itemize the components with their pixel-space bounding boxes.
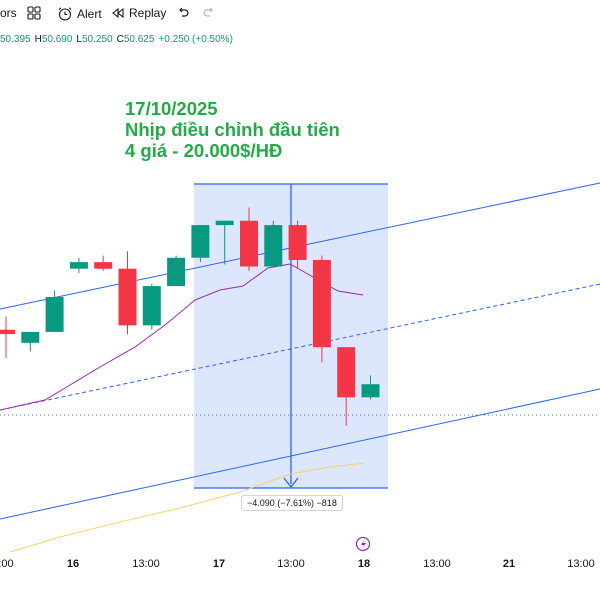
annotation-line-2: Nhịp điều chỉnh đầu tiên: [125, 119, 340, 140]
redo-button[interactable]: [202, 6, 216, 20]
candle-body[interactable]: [215, 220, 234, 226]
ohlc-high: 50.690: [41, 34, 73, 45]
indicators-button[interactable]: ors: [0, 6, 17, 20]
candle-body[interactable]: [69, 262, 88, 269]
time-axis-label: 17: [212, 558, 226, 570]
time-axis-label: 18: [357, 558, 371, 570]
channel-lower-line[interactable]: [0, 388, 600, 520]
candle-body[interactable]: [288, 225, 307, 260]
ohlc-change: +0.250 (+0.50%): [158, 34, 233, 45]
moving-average-fast: [0, 263, 364, 411]
candle-body[interactable]: [21, 331, 40, 343]
ohlc-high-prefix: H: [34, 34, 42, 45]
time-axis-label: :00: [0, 558, 14, 570]
ohlc-close-prefix: C: [116, 34, 124, 45]
candle-body[interactable]: [94, 262, 113, 269]
ohlc-low-prefix: L: [76, 34, 82, 45]
candle-body[interactable]: [45, 297, 64, 332]
redo-icon: [203, 7, 213, 17]
ohlc-close: 50.625: [123, 34, 155, 45]
measure-label: −4.090 (−7.61%) −818: [241, 495, 343, 511]
time-axis-label: 13:00: [132, 558, 160, 570]
alert-label: Alert: [77, 7, 102, 21]
candle-body[interactable]: [191, 225, 210, 258]
price-chart[interactable]: [0, 48, 600, 552]
time-axis-label: 13:00: [567, 558, 595, 570]
top-toolbar: ors Alert Replay: [0, 0, 600, 28]
alert-button[interactable]: Alert: [57, 6, 102, 22]
time-axis-label: 13:00: [277, 558, 305, 570]
layout-grid-icon[interactable]: [27, 6, 41, 20]
candle-body[interactable]: [361, 384, 380, 398]
replay-button[interactable]: Replay: [111, 6, 166, 20]
annotation-line-1: 17/10/2025: [125, 98, 218, 119]
undo-icon: [179, 7, 189, 17]
undo-button[interactable]: [176, 6, 190, 20]
ohlc-low: 50.250: [81, 34, 113, 45]
moving-average-slow: [8, 462, 366, 552]
alarm-clock-icon: [58, 7, 72, 21]
chart-annotation[interactable]: 17/10/2025 Nhịp điều chỉnh đầu tiên 4 gi…: [125, 98, 340, 161]
candle-body[interactable]: [0, 329, 15, 335]
annotation-line-3: 4 giá - 20.000$/HĐ: [125, 140, 283, 161]
candle-body[interactable]: [264, 225, 283, 267]
rewind-icon: [112, 7, 124, 19]
ohlc-legend: 50.395 H50.690 L50.250 C50.625 +0.250 (+0.50…: [0, 34, 237, 45]
time-axis-label: 21: [502, 558, 516, 570]
indicators-label: ors: [0, 6, 17, 20]
candle-body[interactable]: [167, 257, 186, 287]
candle-body[interactable]: [240, 220, 258, 267]
time-axis-label: 16: [66, 558, 80, 570]
ohlc-open: 50.395: [0, 34, 31, 45]
measure-arrow-head: [283, 477, 299, 489]
candle-body[interactable]: [337, 347, 356, 398]
event-marker[interactable]: [355, 536, 371, 552]
candle-body[interactable]: [118, 268, 137, 326]
candles-group: [0, 207, 380, 426]
replay-label: Replay: [129, 6, 167, 20]
candle-body[interactable]: [142, 286, 161, 326]
lightning-icon: [361, 539, 366, 549]
time-axis-label: 13:00: [423, 558, 451, 570]
time-axis[interactable]: :00 16 13:00 17 13:00 18 13:00 21 13:00: [0, 552, 600, 576]
candle-body[interactable]: [312, 259, 331, 348]
